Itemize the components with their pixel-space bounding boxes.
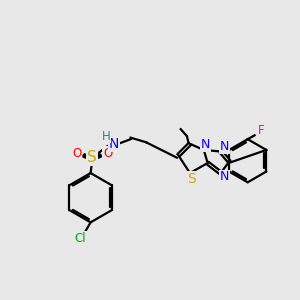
- Text: N: N: [220, 140, 229, 153]
- Text: O: O: [72, 146, 81, 160]
- Text: Cl: Cl: [75, 232, 86, 245]
- Text: N: N: [109, 137, 119, 151]
- Text: N: N: [201, 138, 210, 151]
- Text: O: O: [103, 146, 112, 160]
- Text: N: N: [220, 170, 229, 183]
- Text: H: H: [102, 130, 110, 142]
- Text: S: S: [187, 172, 196, 186]
- Text: F: F: [258, 124, 265, 137]
- Text: S: S: [87, 150, 97, 165]
